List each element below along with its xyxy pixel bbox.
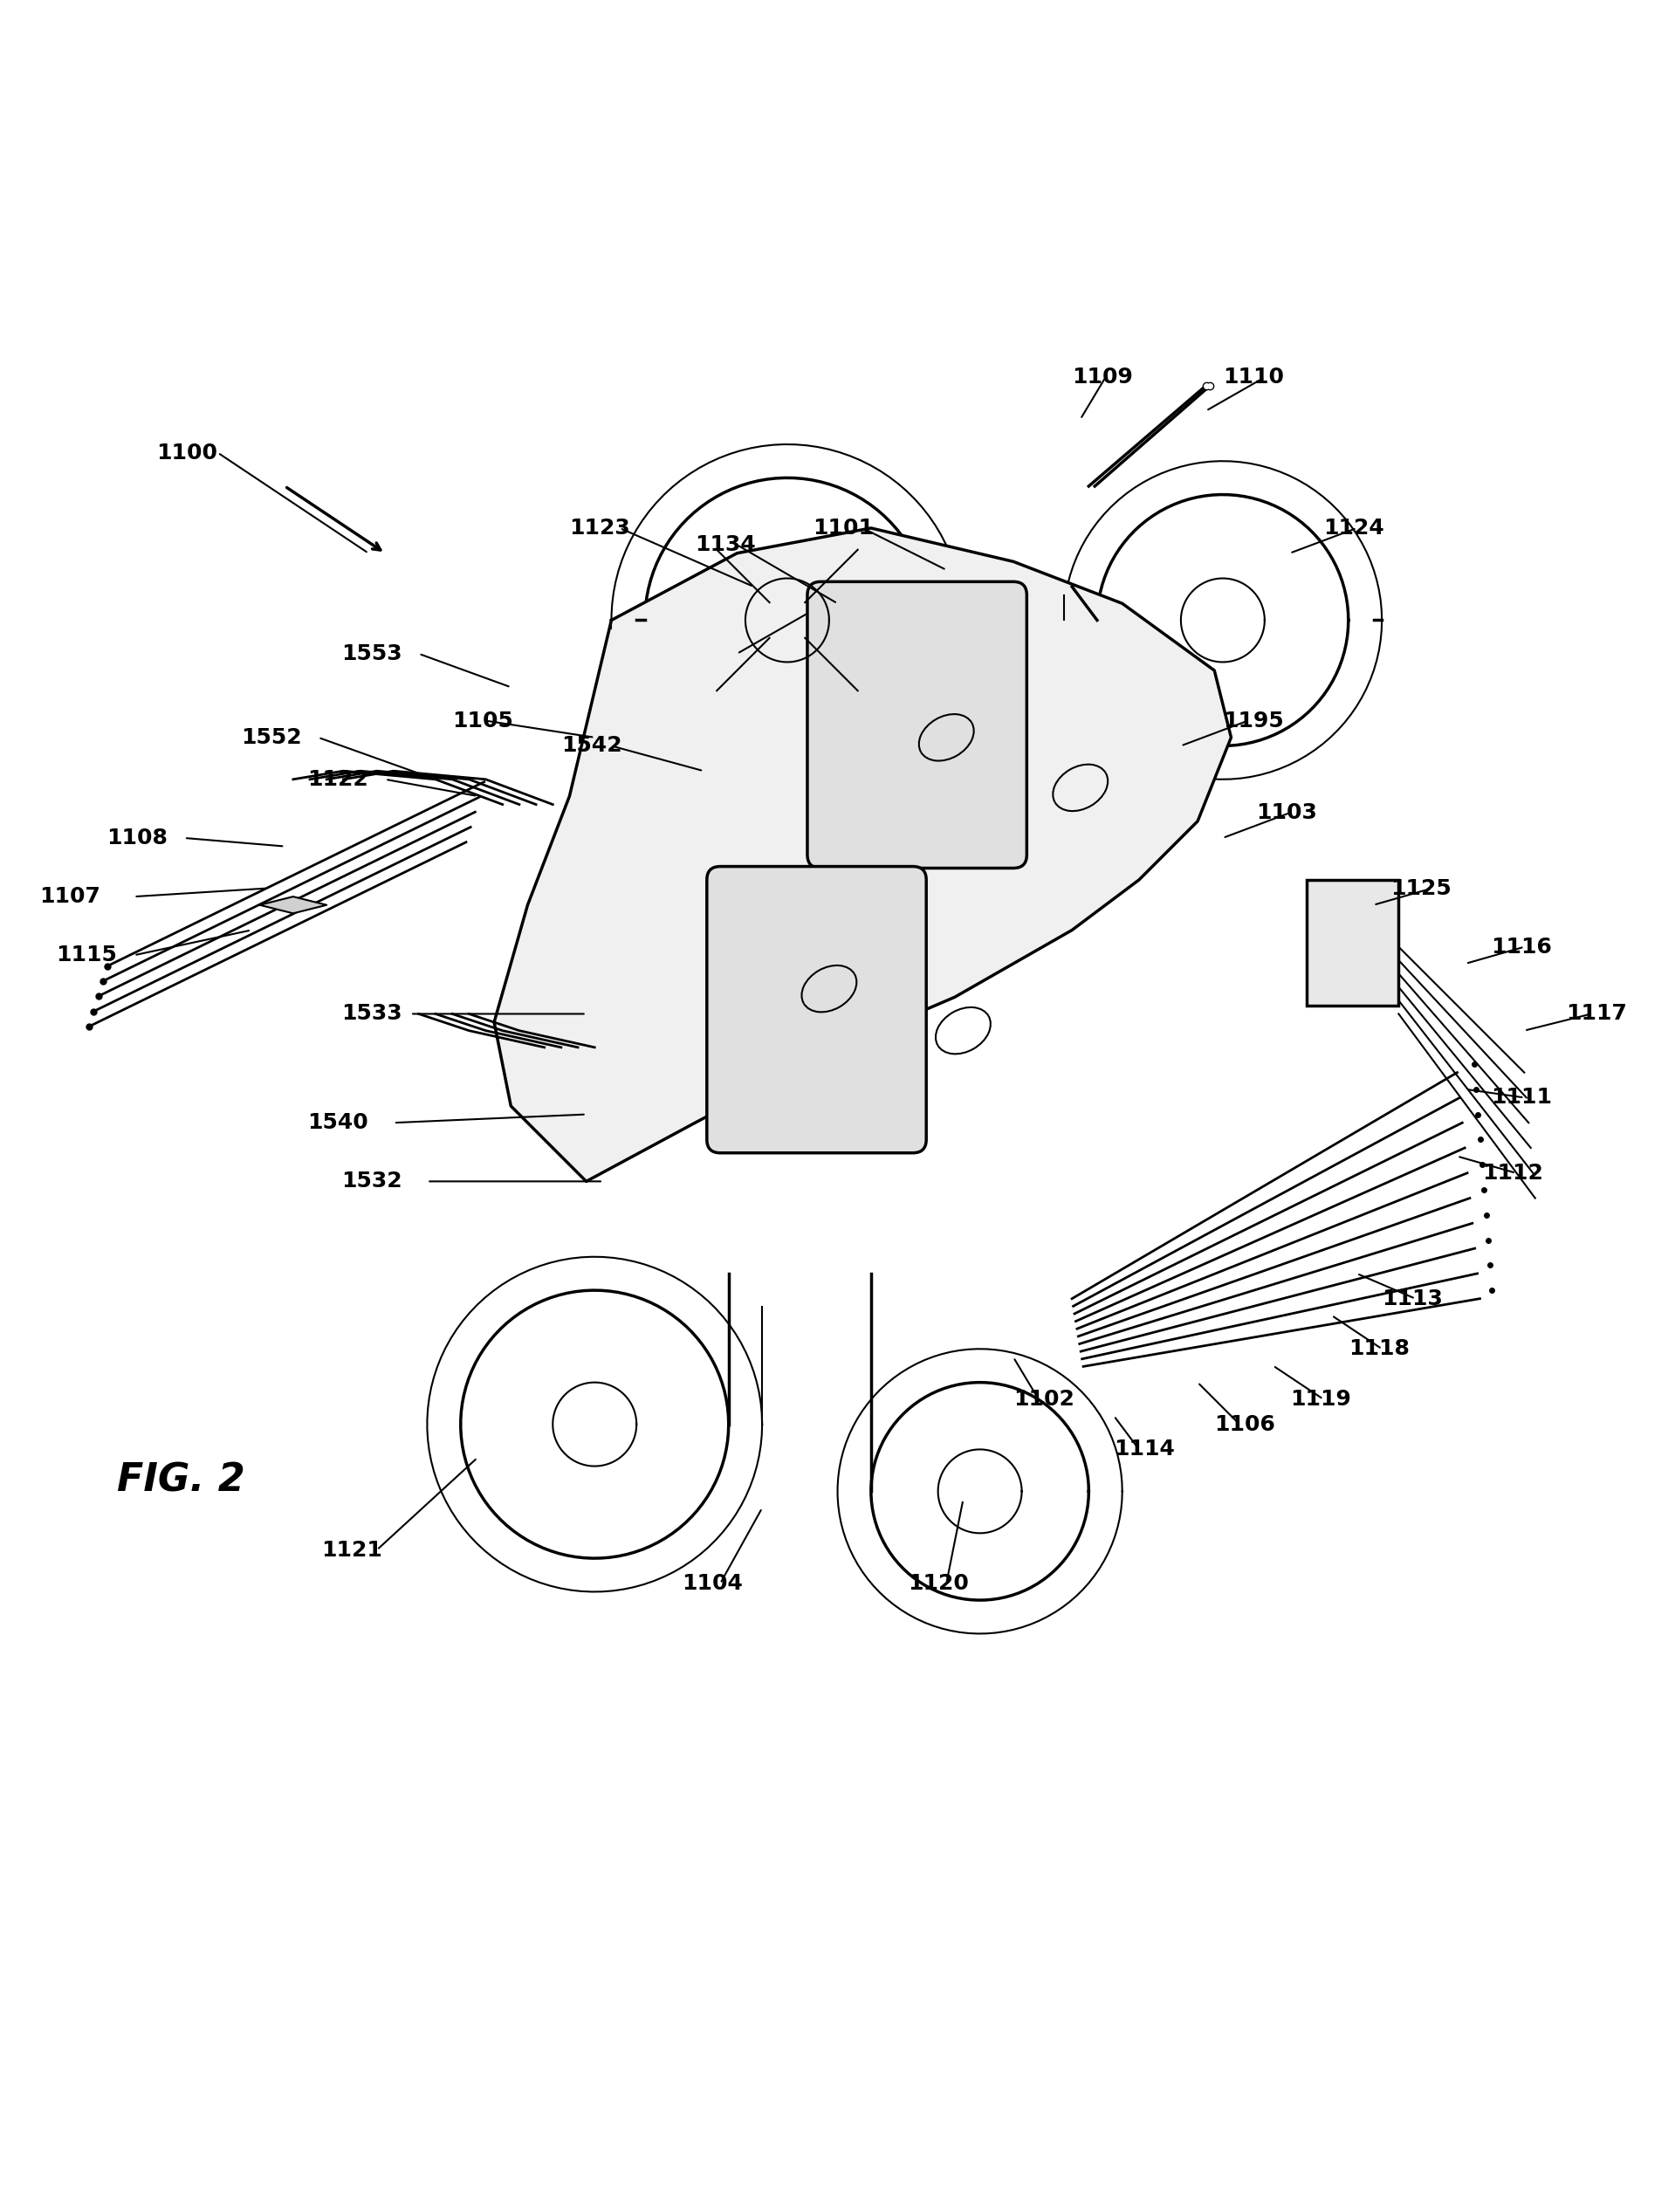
Text: FIG. 2: FIG. 2 (117, 1462, 245, 1500)
FancyBboxPatch shape (707, 867, 926, 1152)
Text: 1121: 1121 (322, 1540, 382, 1559)
Text: 1542: 1542 (561, 734, 621, 757)
Text: 1116: 1116 (1491, 936, 1551, 958)
Polygon shape (260, 896, 327, 914)
Text: 1109: 1109 (1072, 367, 1132, 387)
Text: 1134: 1134 (695, 535, 755, 555)
Text: 1120: 1120 (908, 1573, 968, 1595)
Text: 1108: 1108 (107, 827, 168, 849)
Text: 1125: 1125 (1390, 878, 1451, 898)
Text: 1110: 1110 (1223, 367, 1283, 387)
Text: 1104: 1104 (682, 1573, 742, 1595)
Text: 1103: 1103 (1256, 803, 1317, 823)
Text: 1122: 1122 (308, 770, 368, 790)
Text: 1112: 1112 (1482, 1164, 1543, 1183)
Text: 1117: 1117 (1566, 1004, 1626, 1024)
Text: 1106: 1106 (1214, 1413, 1275, 1436)
Text: 1111: 1111 (1491, 1086, 1551, 1108)
Text: 1105: 1105 (452, 710, 513, 732)
Text: 1115: 1115 (57, 945, 117, 967)
Text: 1101: 1101 (812, 518, 873, 538)
Text: 1124: 1124 (1323, 518, 1384, 538)
Text: 1195: 1195 (1223, 710, 1283, 732)
Text: 1532: 1532 (342, 1170, 402, 1192)
Text: 1113: 1113 (1382, 1287, 1442, 1310)
Text: 1100: 1100 (157, 442, 218, 462)
Text: 1553: 1553 (342, 644, 402, 664)
Polygon shape (494, 529, 1231, 1181)
Text: 1102: 1102 (1013, 1389, 1074, 1409)
FancyBboxPatch shape (1306, 880, 1399, 1006)
Text: 1123: 1123 (570, 518, 630, 538)
Text: 1540: 1540 (308, 1113, 368, 1133)
Text: 1533: 1533 (342, 1004, 402, 1024)
Text: 1119: 1119 (1290, 1389, 1350, 1409)
Text: 1114: 1114 (1114, 1440, 1174, 1460)
Text: 1107: 1107 (40, 887, 100, 907)
Text: 1552: 1552 (241, 728, 301, 748)
Text: 1118: 1118 (1348, 1338, 1409, 1360)
FancyBboxPatch shape (807, 582, 1027, 867)
